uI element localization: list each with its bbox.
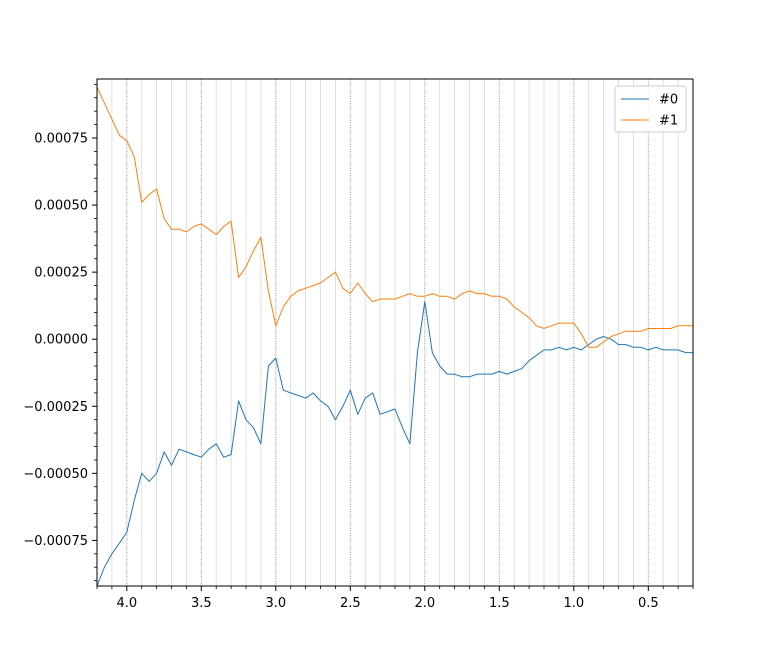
series-lines bbox=[96, 86, 693, 587]
series-line-0 bbox=[96, 301, 693, 587]
y-tick-label: −0.00075 bbox=[23, 534, 88, 549]
x-tick-label: 2.0 bbox=[414, 596, 435, 611]
y-tick-label: 0.00025 bbox=[34, 266, 88, 281]
y-tick-label: 0.00050 bbox=[34, 199, 88, 214]
legend: #0#1 bbox=[614, 85, 687, 133]
legend-label: #1 bbox=[659, 114, 678, 129]
x-axis: 4.0 3.5 3.0 2.5 2.0 1.5 1.0 0.5 bbox=[96, 586, 694, 611]
series-line-1 bbox=[96, 86, 693, 348]
y-axis: −0.00075 −0.00050 −0.00025 0.00000 0.00025 0.… bbox=[23, 83, 97, 582]
x-tick-label: 3.0 bbox=[265, 596, 286, 611]
gridlines bbox=[96, 79, 694, 586]
x-tick-label: 3.5 bbox=[191, 596, 212, 611]
y-tick-label: −0.00025 bbox=[23, 400, 88, 415]
x-tick-label: 4.0 bbox=[116, 596, 137, 611]
y-tick-label: 0.00075 bbox=[34, 132, 88, 147]
x-tick-label: 2.5 bbox=[340, 596, 361, 611]
y-tick-label: 0.00000 bbox=[34, 333, 88, 348]
y-tick-label: −0.00050 bbox=[23, 467, 88, 482]
plot-area: 4.0 3.5 3.0 2.5 2.0 1.5 1.0 0.5 −0.00075 −0.0005… bbox=[23, 78, 694, 611]
x-tick-label: 1.5 bbox=[489, 596, 510, 611]
x-tick-label: 0.5 bbox=[638, 596, 659, 611]
x-tick-label: 1.0 bbox=[563, 596, 584, 611]
legend-label: #0 bbox=[659, 93, 678, 108]
